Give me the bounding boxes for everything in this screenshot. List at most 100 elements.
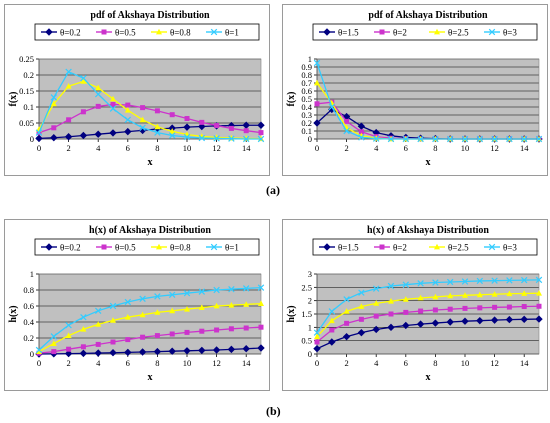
legend: θ=1.5 θ=2 θ=2.5 θ=3: [312, 23, 538, 41]
x-axis-label: x: [426, 157, 431, 168]
chart-svg: pdf of Akshaya Distribution θ=1.5 θ=2 θ=2.5…: [286, 10, 543, 168]
legend-marker: [101, 244, 107, 250]
data-point: [169, 128, 176, 134]
data-point: [358, 129, 364, 135]
y-tick-label: 0.6: [301, 86, 312, 96]
data-point: [213, 135, 220, 142]
y-tick-label: 0.8: [23, 285, 34, 295]
data-point: [257, 121, 265, 129]
data-point: [228, 326, 234, 332]
data-point: [462, 292, 468, 298]
data-point: [432, 135, 439, 143]
x-tick-label: 8: [155, 358, 159, 368]
series-line: [38, 302, 262, 353]
data-point: [139, 311, 146, 318]
data-point: [154, 309, 161, 315]
data-point: [79, 349, 88, 358]
data-point: [80, 74, 87, 82]
y-tick-label: 0.3: [301, 110, 312, 120]
data-point: [387, 135, 395, 143]
x-tick-label: 2: [344, 143, 348, 153]
y-tick-label: 0.4: [301, 102, 312, 112]
y-axis-label: h(x): [8, 305, 19, 322]
data-point: [66, 117, 72, 123]
data-point: [124, 116, 132, 124]
data-point: [432, 307, 438, 313]
x-tick-label: 10: [183, 143, 192, 153]
legend: θ=1.5 θ=2 θ=2.5 θ=3: [312, 238, 538, 256]
data-point: [342, 332, 351, 341]
x-tick-label: 2: [66, 358, 70, 368]
series-θ=1.5: [313, 315, 543, 353]
data-point: [50, 340, 57, 346]
data-point: [169, 331, 175, 337]
legend-label: θ=0.5: [115, 243, 136, 253]
y-tick-label: 0.2: [23, 333, 34, 343]
y-tick-label: 1: [308, 322, 312, 332]
data-point: [446, 278, 454, 286]
x-tick-label: 12: [490, 358, 499, 368]
y-tick-label: 0.5: [301, 94, 312, 104]
data-point: [313, 344, 321, 353]
data-point: [125, 337, 131, 343]
data-point: [242, 285, 250, 292]
y-tick-label: 0.9: [301, 62, 312, 72]
data-point: [213, 286, 220, 294]
data-point: [373, 313, 379, 319]
x-tick-label: 4: [374, 358, 379, 368]
legend-label: θ=1: [225, 243, 239, 253]
data-point: [372, 135, 380, 142]
plot-border: [38, 273, 262, 355]
data-point: [257, 284, 265, 291]
data-point: [154, 293, 161, 300]
data-point: [536, 303, 542, 309]
data-point: [50, 94, 58, 101]
data-point: [506, 290, 513, 297]
series-θ=1: [35, 284, 265, 354]
legend-marker: [488, 243, 496, 251]
data-point: [373, 300, 380, 306]
data-point: [227, 345, 236, 354]
series-line: [316, 292, 540, 338]
data-point: [198, 134, 206, 142]
legend-label: θ=0.8: [170, 28, 191, 38]
series-θ=2: [314, 303, 542, 345]
data-point: [183, 123, 191, 131]
x-tick-label: 14: [520, 143, 529, 153]
data-point: [491, 135, 498, 143]
series-line: [316, 279, 540, 334]
data-point: [447, 306, 453, 312]
data-point: [79, 131, 88, 140]
data-point: [110, 317, 116, 323]
series-θ=3: [313, 59, 543, 143]
data-point: [94, 90, 102, 98]
x-tick-label: 14: [242, 358, 251, 368]
data-point: [357, 122, 366, 130]
data-point: [80, 344, 86, 350]
data-point: [476, 291, 483, 298]
x-tick-label: 10: [461, 143, 470, 153]
legend-marker: [156, 243, 162, 250]
data-point: [199, 119, 205, 125]
data-point: [257, 135, 265, 143]
legend-label: θ=0.2: [60, 28, 81, 38]
data-point: [138, 348, 147, 356]
data-point: [50, 333, 58, 340]
data-point: [154, 129, 161, 136]
legend-marker: [434, 243, 440, 250]
y-tick-label: 1: [30, 269, 34, 279]
y-tick-label: 0.15: [19, 86, 34, 96]
data-point: [491, 291, 498, 297]
data-point: [243, 128, 249, 134]
y-axis-label: h(x): [286, 305, 297, 322]
data-point: [242, 345, 250, 353]
data-point: [168, 291, 176, 299]
data-point: [228, 135, 235, 142]
legend-marker: [156, 28, 162, 35]
chart-title: pdf of Akshaya Distribution: [90, 10, 210, 21]
data-point: [109, 302, 117, 310]
legend-marker: [379, 244, 385, 250]
y-tick-label: 0.4: [23, 317, 34, 327]
data-point: [184, 116, 190, 122]
data-point: [124, 127, 132, 136]
